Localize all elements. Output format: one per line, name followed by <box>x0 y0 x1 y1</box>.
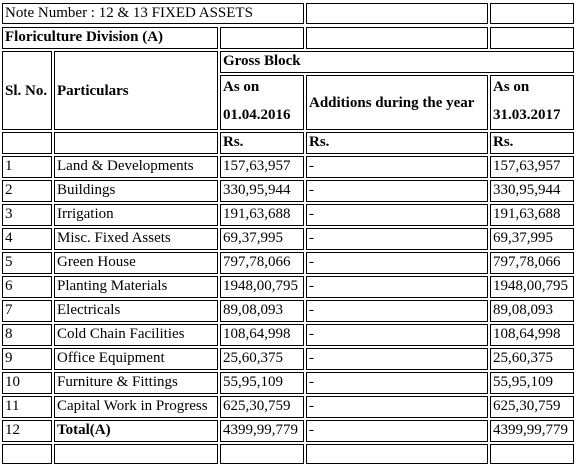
sl-no-cell: 10 <box>2 372 52 394</box>
fixed-assets-table: Note Number : 12 & 13 FIXED ASSETS Flori… <box>2 3 574 464</box>
particulars-cell: Green House <box>54 252 218 274</box>
particulars-header: Particulars <box>54 51 218 130</box>
sl-no-header: Sl. No. <box>2 51 52 130</box>
empty-cell <box>490 3 574 24</box>
particulars-cell: Misc. Fixed Assets <box>54 228 218 250</box>
closing-value-cell: 625,30,759 <box>490 396 574 418</box>
closing-value-cell: 330,95,944 <box>490 180 574 202</box>
particulars-cell: Capital Work in Progress <box>54 396 218 418</box>
closing-date-header: As on 31.03.2017 <box>490 75 574 130</box>
closing-value-cell: 1948,00,795 <box>490 276 574 298</box>
sl-no-cell: 7 <box>2 300 52 322</box>
closing-value-cell: 191,63,688 <box>490 204 574 226</box>
sl-no-cell: 9 <box>2 348 52 370</box>
closing-value-cell: 69,37,995 <box>490 228 574 250</box>
sl-no-cell: 11 <box>2 396 52 418</box>
sl-no-cell: 5 <box>2 252 52 274</box>
empty-cell <box>490 27 574 49</box>
additions-cell: - <box>306 180 488 202</box>
particulars-cell: Office Equipment <box>54 348 218 370</box>
particulars-cell: Furniture & Fittings <box>54 372 218 394</box>
particulars-cell: Irrigation <box>54 204 218 226</box>
particulars-cell: Cold Chain Facilities <box>54 324 218 346</box>
gross-block-header: Gross Block <box>220 51 574 73</box>
additions-cell: - <box>306 300 488 322</box>
sl-no-cell: 8 <box>2 324 52 346</box>
unit-label: Rs. <box>490 132 574 154</box>
empty-cell <box>306 3 488 24</box>
opening-value-cell: 157,63,957 <box>220 156 304 178</box>
unit-label: Rs. <box>306 132 488 154</box>
empty-cell <box>220 27 304 49</box>
sl-no-cell: 1 <box>2 156 52 178</box>
additions-cell: - <box>306 420 488 442</box>
additions-cell: - <box>306 204 488 226</box>
additions-cell: - <box>306 156 488 178</box>
opening-value-cell: 1948,00,795 <box>220 276 304 298</box>
empty-cell <box>54 444 218 464</box>
empty-cell <box>2 132 52 154</box>
opening-value-cell: 25,60,375 <box>220 348 304 370</box>
opening-value-cell: 4399,99,779 <box>220 420 304 442</box>
opening-value-cell: 330,95,944 <box>220 180 304 202</box>
closing-value-cell: 55,95,109 <box>490 372 574 394</box>
closing-value-cell: 89,08,093 <box>490 300 574 322</box>
closing-date: 31.03.2017 <box>493 107 561 123</box>
opening-value-cell: 55,95,109 <box>220 372 304 394</box>
particulars-cell: Electricals <box>54 300 218 322</box>
empty-cell <box>54 132 218 154</box>
opening-value-cell: 69,37,995 <box>220 228 304 250</box>
closing-value-cell: 157,63,957 <box>490 156 574 178</box>
unit-label: Rs. <box>220 132 304 154</box>
particulars-cell: Planting Materials <box>54 276 218 298</box>
sl-no-cell: 2 <box>2 180 52 202</box>
additions-cell: - <box>306 276 488 298</box>
note-title: Note Number : 12 & 13 FIXED ASSETS <box>2 3 304 24</box>
empty-cell <box>2 444 52 464</box>
empty-cell <box>220 444 304 464</box>
as-on-label: As on <box>223 79 260 95</box>
opening-value-cell: 797,78,066 <box>220 252 304 274</box>
additions-header: Additions during the year <box>306 75 488 130</box>
sl-no-cell: 4 <box>2 228 52 250</box>
additions-cell: - <box>306 348 488 370</box>
sl-no-cell: 6 <box>2 276 52 298</box>
opening-date-header: As on 01.04.2016 <box>220 75 304 130</box>
closing-value-cell: 797,78,066 <box>490 252 574 274</box>
additions-cell: - <box>306 324 488 346</box>
additions-cell: - <box>306 228 488 250</box>
particulars-cell: Land & Developments <box>54 156 218 178</box>
opening-value-cell: 191,63,688 <box>220 204 304 226</box>
particulars-cell: Total(A) <box>54 420 218 442</box>
closing-value-cell: 4399,99,779 <box>490 420 574 442</box>
closing-value-cell: 108,64,998 <box>490 324 574 346</box>
opening-value-cell: 89,08,093 <box>220 300 304 322</box>
particulars-cell: Buildings <box>54 180 218 202</box>
opening-value-cell: 625,30,759 <box>220 396 304 418</box>
empty-cell <box>306 27 488 49</box>
as-on-label: As on <box>493 79 530 95</box>
additions-cell: - <box>306 372 488 394</box>
opening-value-cell: 108,64,998 <box>220 324 304 346</box>
sl-no-cell: 12 <box>2 420 52 442</box>
empty-cell <box>306 444 488 464</box>
additions-cell: - <box>306 396 488 418</box>
division-title: Floriculture Division (A) <box>2 27 218 49</box>
opening-date: 01.04.2016 <box>223 107 291 123</box>
sl-no-cell: 3 <box>2 204 52 226</box>
closing-value-cell: 25,60,375 <box>490 348 574 370</box>
additions-cell: - <box>306 252 488 274</box>
empty-cell <box>490 444 574 464</box>
